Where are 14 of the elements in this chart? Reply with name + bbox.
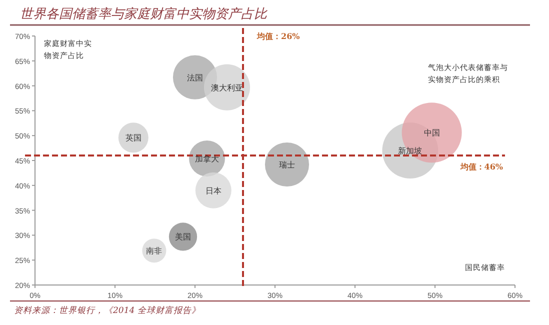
annotation: 英国 [125, 134, 142, 143]
annotation: 新加坡 [398, 146, 422, 156]
annotation: 瑞士 [279, 160, 295, 170]
annotation: 加拿大 [195, 154, 219, 164]
chart-title: 世界各国储蓄率与家庭财富中实物资产占比 [20, 6, 268, 22]
text: 资料来源：世界银行，《2014 全球财富报告》 [14, 305, 200, 316]
annotation: 日本 [205, 186, 222, 196]
annotation: 美国 [175, 232, 191, 242]
annotation: 中国 [424, 128, 440, 138]
ref-line-label: 均值：26% [256, 31, 300, 41]
annotation: 法国 [187, 73, 203, 82]
ref-line-label: 均值：46% [459, 162, 504, 172]
annotation: 南非 [146, 246, 162, 256]
annotation: 澳大利亚 [211, 83, 243, 92]
